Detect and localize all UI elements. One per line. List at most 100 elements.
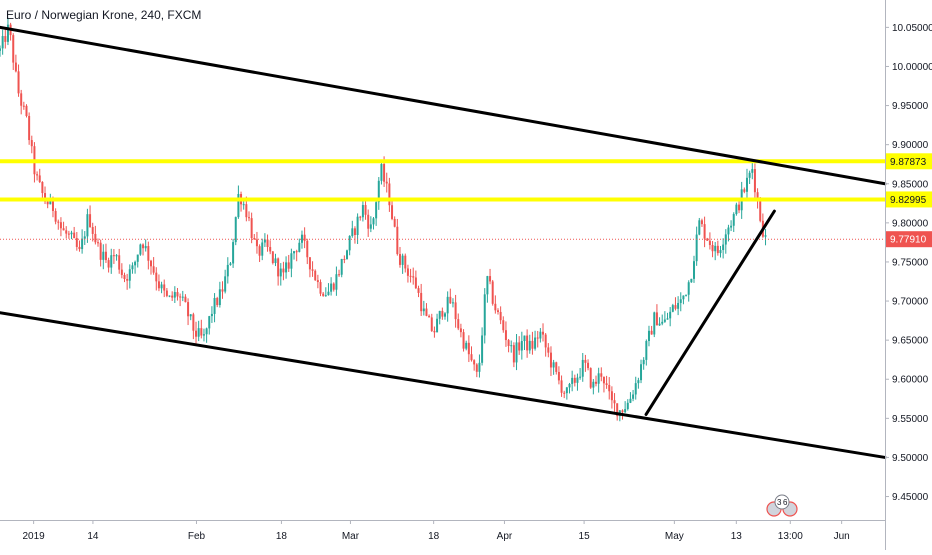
level-tag-1-text: 9.87873 [890,157,927,168]
candle-body [632,394,635,399]
candle-body [36,174,39,176]
candle-body [669,311,672,319]
candle-body [234,217,237,243]
candle-body [454,302,457,320]
candle-body [528,340,531,351]
candle-body [17,71,20,94]
candle-body [637,380,640,384]
candle-body [285,262,288,273]
candle-body [502,320,505,331]
candle-body [187,302,190,317]
y-tick-label: 9.85000 [892,179,929,190]
candle-body [396,226,399,255]
candle-body [438,310,441,319]
x-tick-label: Apr [497,531,513,542]
candle-body [41,182,44,194]
candle-body [303,234,306,241]
x-tick-label: 15 [579,531,591,542]
candle-body [745,177,748,192]
candle-body [157,281,160,289]
y-tick-label: 9.55000 [892,414,929,425]
candle-body [708,240,711,246]
candle-body [348,235,351,251]
candle-body [557,371,560,381]
candle-body [46,201,49,205]
candle-body [693,261,696,279]
y-tick-label: 9.50000 [892,453,929,464]
candle-body [97,242,100,244]
candle-body [576,377,579,383]
candle-body [353,228,356,235]
candle-body [115,255,118,257]
candle-body [189,314,192,317]
candle-body [176,292,179,297]
y-tick-label: 9.75000 [892,257,929,268]
candle-body [20,93,23,106]
candle-body [565,387,568,394]
candle-body [128,269,131,281]
candle-body [385,181,388,184]
candle-body [14,62,17,72]
candle-body [732,214,735,226]
candle-body [507,340,510,346]
candle-body [110,255,113,268]
y-tick-label: 9.95000 [892,101,929,112]
x-tick-label: 14 [87,531,99,542]
candle-body [142,244,145,249]
candle-body [197,328,200,337]
candle-body [430,317,433,331]
candle-body [359,216,362,218]
tradingview-logo-icon[interactable]: 3 6 [765,493,799,519]
candle-body [589,368,592,388]
x-tick-label: 13:00 [778,531,803,542]
candle-body [253,238,256,240]
candle-body [274,258,277,264]
candle-body [261,242,264,256]
candle-body [118,255,121,270]
candle-body [462,332,465,349]
candle-body [645,340,648,360]
candle-body [298,242,301,252]
candle-body [324,295,327,297]
candle-body [496,310,499,312]
candle-body [663,319,666,322]
candle-body [470,354,473,361]
candle-body [735,204,738,215]
candle-body [314,270,317,281]
candle-body [451,302,454,304]
candle-body [160,284,163,289]
candle-body [764,235,767,237]
candle-body [322,293,325,296]
candle-body [54,210,57,222]
candle-body [759,199,762,221]
candle-body [369,224,372,229]
candle-body [677,302,680,309]
candle-body [332,283,335,290]
candle-body [587,362,590,369]
candle-body [515,342,518,363]
trendlines-layer[interactable] [0,25,887,459]
y-tick-label: 9.65000 [892,336,929,347]
x-tick-label: Mar [342,531,360,542]
candle-body [62,228,65,231]
candle-body [364,205,367,215]
candle-body [441,310,444,317]
candle-body [173,292,176,298]
candle-body [549,352,552,368]
candle-body [412,276,415,278]
candle-body [200,328,203,336]
candle-body [449,296,452,304]
time-axis[interactable]: 2019 14 Feb 18 Mar 18 Apr 15 May 13 13:00 Jun [0,520,885,542]
candle-body [698,220,701,235]
candle-body [134,261,137,266]
candle-body [155,272,158,282]
candle-body [147,246,150,261]
price-axis[interactable]: 10.0500010.000009.950009.900009.850009.8… [885,0,932,550]
candle-body [446,296,449,314]
price-tags-layer: 9.87873 9.82995 9.77910 [886,153,932,248]
x-tick-label: 2019 [23,531,46,542]
candle-body [417,288,420,293]
candle-body [139,244,142,255]
